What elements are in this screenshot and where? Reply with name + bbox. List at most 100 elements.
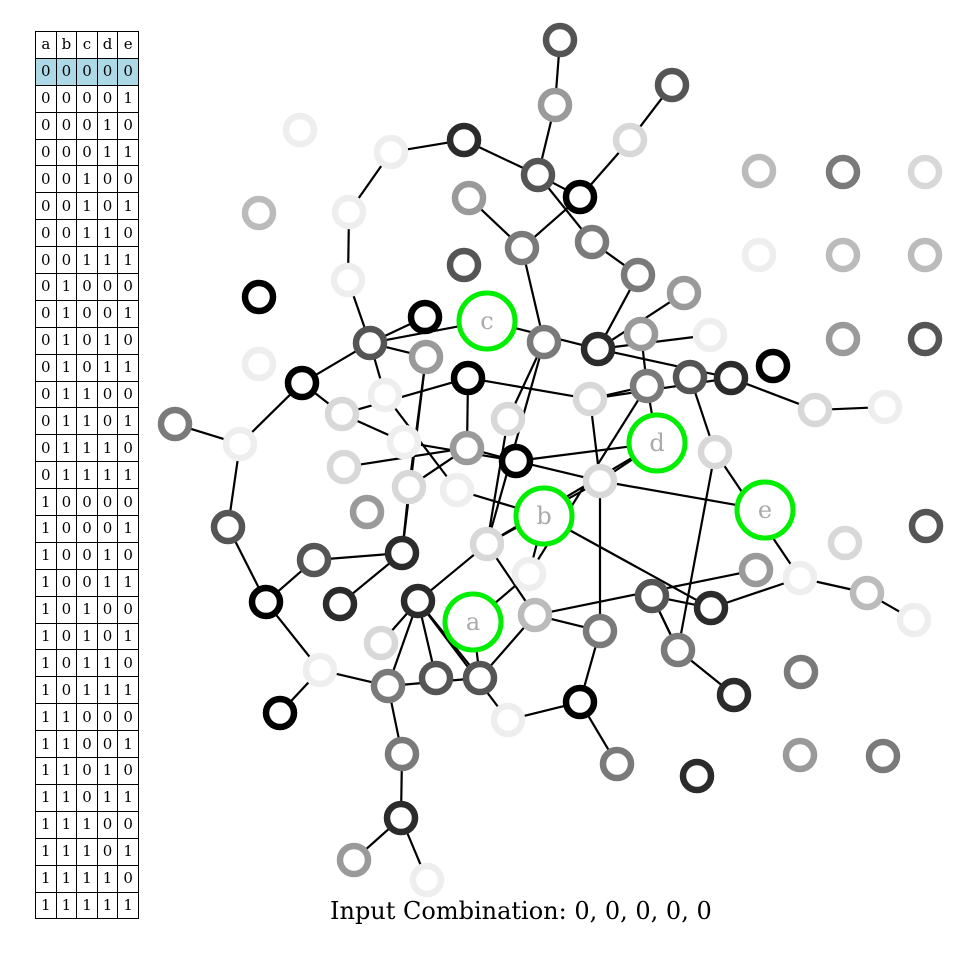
edge — [745, 382, 801, 406]
edge — [550, 617, 585, 629]
gate-node — [400, 583, 436, 619]
input-label-a: a — [466, 608, 480, 636]
gate-node — [660, 632, 696, 668]
truth-table-cell: 0 — [117, 541, 139, 570]
truth-table-cell: 0 — [117, 810, 139, 839]
truth-table-cell: 1 — [117, 246, 139, 275]
truth-table-cell: 0 — [35, 353, 57, 382]
edge — [513, 356, 539, 405]
gate-node — [408, 339, 444, 375]
gate-node — [241, 195, 277, 231]
truth-table-header-cell: e — [117, 31, 139, 59]
gate-node — [498, 443, 534, 479]
edge — [234, 540, 260, 589]
edge — [489, 626, 526, 667]
gate-node — [825, 321, 861, 357]
edge — [531, 445, 628, 461]
gate-node — [562, 684, 598, 720]
gate-node — [582, 463, 618, 499]
gate-node — [336, 842, 372, 878]
gate-node — [451, 180, 487, 216]
gate-node — [248, 584, 284, 620]
gate-node — [469, 526, 505, 562]
edge — [420, 616, 434, 663]
truth-table-cell: 1 — [55, 407, 78, 436]
edge — [488, 434, 507, 529]
gate-node — [629, 368, 665, 404]
edge — [229, 459, 239, 512]
truth-table-cell: 0 — [96, 57, 119, 86]
gate-node — [373, 134, 409, 170]
edge — [612, 458, 633, 474]
gate-node — [849, 575, 885, 611]
truth-table-cell: 1 — [117, 891, 139, 920]
edge — [479, 208, 512, 238]
gate-node — [363, 625, 399, 661]
edge — [587, 715, 610, 751]
edge — [569, 529, 698, 602]
gate-node — [713, 360, 749, 396]
gate-node — [504, 230, 540, 266]
truth-table-cell: 1 — [117, 461, 139, 490]
gate-node — [782, 737, 818, 773]
gate-node — [526, 324, 562, 360]
gate-node — [409, 862, 445, 898]
gate-node — [867, 389, 903, 425]
truth-table-cell: 1 — [117, 407, 139, 436]
gate-node — [542, 22, 578, 58]
gate-node — [446, 247, 482, 283]
gate-node — [349, 494, 385, 530]
edge — [290, 680, 310, 703]
input-node-b — [513, 485, 575, 547]
gate-node — [386, 424, 422, 460]
truth-table-cell: 0 — [55, 246, 78, 275]
edge — [547, 186, 583, 231]
edge — [533, 206, 569, 239]
edge — [531, 544, 538, 559]
gate-node — [907, 237, 943, 273]
gate-node — [324, 396, 360, 432]
edge — [365, 827, 390, 851]
gate-node — [562, 179, 598, 215]
gate-node — [302, 652, 338, 688]
input-label-e: e — [758, 496, 772, 524]
gate-node — [679, 758, 715, 794]
gate-node — [462, 660, 498, 696]
gate-node — [222, 426, 258, 462]
gate-node — [574, 224, 610, 260]
gate-node — [520, 157, 556, 193]
truth-table-cell: 0 — [35, 380, 57, 409]
gate-node — [296, 542, 332, 578]
edge — [490, 357, 541, 529]
edge — [250, 393, 292, 434]
gate-node — [692, 317, 728, 353]
truth-table-cell: 1 — [96, 891, 119, 920]
truth-table-cell: 0 — [117, 434, 139, 463]
gate-node — [697, 434, 733, 470]
gate-node — [654, 67, 690, 103]
gate-node — [693, 590, 729, 626]
gate-node — [391, 469, 427, 505]
edge — [657, 609, 673, 637]
edge — [400, 769, 403, 803]
edge — [475, 651, 480, 663]
gate-nodes — [157, 22, 944, 898]
input-node-e — [734, 479, 796, 541]
gate-node — [620, 257, 656, 293]
gate-node — [511, 556, 547, 592]
edge — [830, 406, 870, 411]
gate-node — [580, 331, 616, 367]
gate-node — [907, 321, 943, 357]
edge — [615, 482, 736, 506]
edge — [421, 456, 455, 479]
gate-node — [490, 702, 526, 738]
